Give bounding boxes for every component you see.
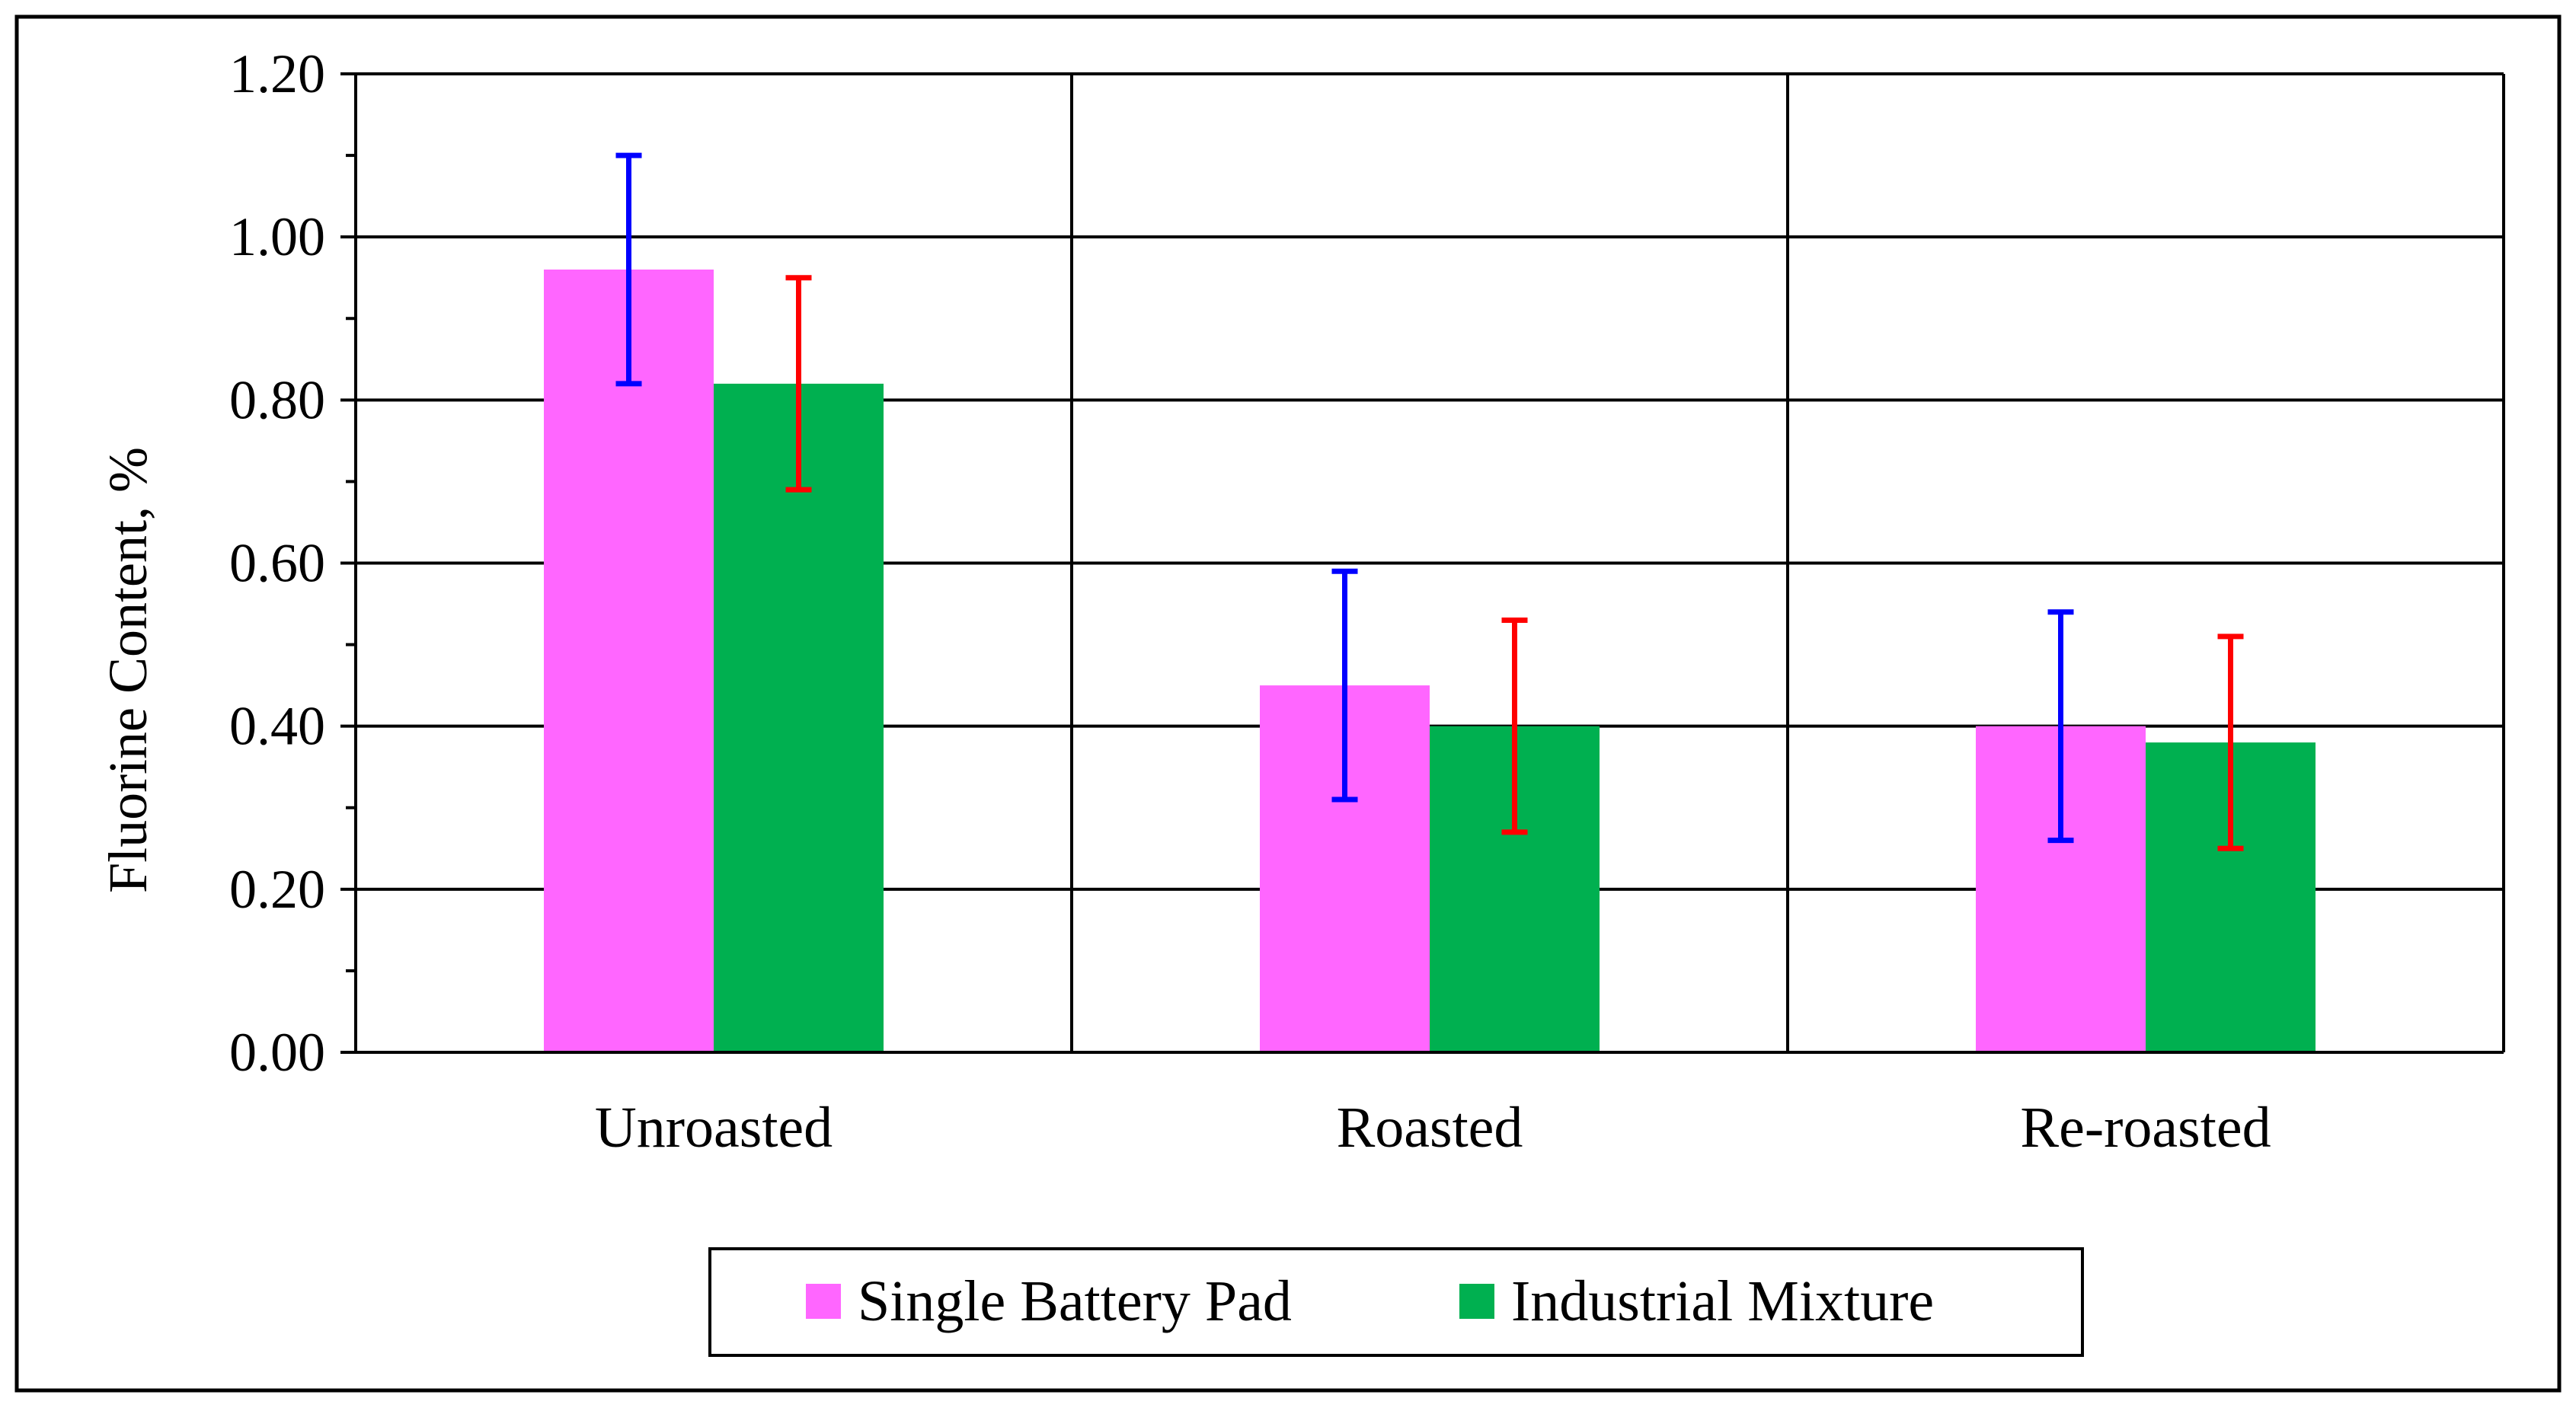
legend-label-single-battery-pad: Single Battery Pad <box>858 1269 1292 1333</box>
x-tick-label-unroasted: Unroasted <box>595 1096 833 1160</box>
y-tick-label-4: 0.80 <box>229 369 325 430</box>
bar-industrial-mixture-unroasted <box>714 383 884 1053</box>
error-bar-industrial-mixture-roasted <box>1501 617 1528 835</box>
error-bar-single-battery-pad-roasted <box>1331 568 1358 803</box>
y-tick-label-6: 1.20 <box>229 43 325 104</box>
y-tick-label-2: 0.40 <box>229 696 325 757</box>
y-tick-label-5: 1.00 <box>229 206 325 267</box>
error-bar-industrial-mixture-re-roasted <box>2217 634 2244 851</box>
axes-layer <box>340 72 2504 1054</box>
bar-single-battery-pad-unroasted <box>544 270 714 1052</box>
x-tick-label-re-roasted: Re-roasted <box>2020 1096 2271 1160</box>
y-axis-label: Fluorine Content, % <box>97 447 158 893</box>
error-bar-single-battery-pad-re-roasted <box>2047 609 2074 844</box>
x-tick-labels: Unroasted Roasted Re-roasted <box>595 1096 2271 1160</box>
error-bar-single-battery-pad-unroasted <box>615 152 642 387</box>
y-tick-label-1: 0.20 <box>229 859 325 920</box>
legend-label-industrial-mixture: Industrial Mixture <box>1511 1269 1934 1333</box>
legend-swatch-industrial-mixture <box>1459 1284 1494 1319</box>
y-tick-label-3: 0.60 <box>229 533 325 594</box>
error-bars-layer <box>615 152 2244 851</box>
legend-box <box>708 1247 2084 1357</box>
y-tick-labels: 0.00 0.20 0.40 0.60 0.80 1.00 1.20 <box>229 43 325 1083</box>
y-tick-label-0: 0.00 <box>229 1022 325 1083</box>
error-bar-industrial-mixture-unroasted <box>785 275 812 493</box>
legend: Single Battery Pad Industrial Mixture <box>708 1247 2084 1357</box>
legend-swatch-single-battery-pad <box>806 1284 841 1319</box>
x-tick-label-roasted: Roasted <box>1337 1096 1523 1160</box>
